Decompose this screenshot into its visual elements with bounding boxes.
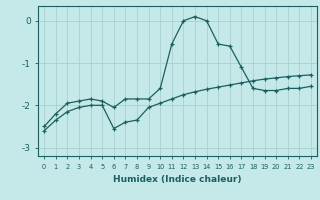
X-axis label: Humidex (Indice chaleur): Humidex (Indice chaleur) — [113, 175, 242, 184]
